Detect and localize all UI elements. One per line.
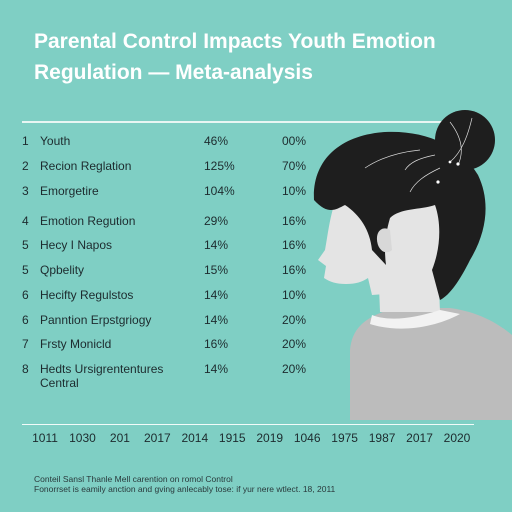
ear-shape	[376, 228, 392, 253]
row-value-2: 20%	[282, 362, 307, 376]
x-tick-label: 1030	[69, 431, 96, 445]
x-tick-label: 2017	[406, 431, 433, 445]
head-silhouette-illustration	[313, 110, 512, 420]
row-rank: 5	[22, 238, 29, 252]
row-label: Hecifty Regulstos	[40, 288, 134, 302]
row-label: Emorgetire	[40, 184, 99, 198]
row-value-1: 16%	[204, 337, 229, 351]
row-rank: 8	[22, 362, 29, 376]
table-row: 8 Hedts Ursigrententures Central 14% 20%	[0, 362, 512, 390]
row-value-2: 20%	[282, 313, 307, 327]
row-rank: 7	[22, 337, 29, 351]
row-label: Hecy I Napos	[40, 238, 113, 252]
hair-strand	[449, 121, 462, 166]
title-divider	[22, 121, 474, 123]
footnote: Conteil Sansl Thanle Mell carention on r…	[34, 474, 474, 494]
hair-strand	[409, 167, 441, 193]
table-row: 6 Panntion Erpstgriogy 14% 20%	[0, 313, 512, 333]
row-label: Hedts Ursigrententures Central	[40, 362, 164, 390]
hair-strand	[449, 117, 473, 163]
x-tick-label: 2014	[181, 431, 209, 445]
x-tick-label: 1011	[32, 431, 58, 445]
collar-shape	[370, 310, 460, 329]
table-row: 7 Frsty Monicld 16% 20%	[0, 337, 512, 357]
hair-strand	[404, 154, 436, 171]
row-value-2: 16%	[282, 214, 307, 228]
row-label: Emotion Regution	[40, 214, 136, 228]
row-label: Youth	[40, 134, 71, 148]
x-tick-label: 1987	[368, 431, 396, 445]
row-value-1: 14%	[204, 362, 229, 376]
row-value-1: 29%	[204, 214, 229, 228]
shirt-shape	[350, 308, 512, 420]
row-rank: 4	[22, 214, 29, 228]
row-value-1: 14%	[204, 288, 229, 302]
row-value-1: 46%	[204, 134, 229, 148]
row-value-2: 16%	[282, 238, 307, 252]
row-rank: 2	[22, 159, 29, 173]
x-tick-label: 201	[109, 431, 130, 445]
chart-title: Parental Control Impacts Youth Emotion R…	[34, 30, 436, 84]
row-label: Recion Reglation	[40, 159, 132, 173]
table-row: 3 Emorgetire 104% 10%	[0, 184, 512, 204]
hair-highlight-dot	[456, 162, 460, 166]
table-row: 2 Recion Reglation 125% 70%	[0, 159, 512, 179]
row-value-2: 20%	[282, 337, 307, 351]
row-value-2: 16%	[282, 263, 307, 277]
table-row: 5 Qpbelity 15% 16%	[0, 263, 512, 283]
row-value-1: 14%	[204, 238, 229, 252]
row-rank: 1	[22, 134, 29, 148]
row-label: Frsty Monicld	[40, 337, 112, 351]
row-rank: 6	[22, 313, 29, 327]
row-value-2: 10%	[282, 184, 307, 198]
x-tick-label: 1975	[331, 431, 358, 445]
row-label: Panntion Erpstgriogy	[40, 313, 152, 327]
row-value-1: 15%	[204, 263, 229, 277]
x-tick-label: 1046	[293, 431, 321, 445]
footnote-line: Conteil Sansl Thanle Mell carention on r…	[34, 474, 233, 484]
footnote-line: Fonorrset is eamily anction and gving an…	[34, 484, 336, 494]
hair-strand	[364, 149, 421, 169]
hair-highlight-dot	[448, 160, 452, 164]
x-tick-label: 2017	[144, 431, 171, 445]
x-tick-label: 1915	[218, 431, 246, 445]
table-row: 4 Emotion Regution 29% 16%	[0, 214, 512, 234]
row-value-2: 10%	[282, 288, 307, 302]
row-value-2: 00%	[282, 134, 307, 148]
table-row: 5 Hecy I Napos 14% 16%	[0, 238, 512, 258]
row-rank: 5	[22, 263, 29, 277]
row-value-1: 14%	[204, 313, 229, 327]
row-value-2: 70%	[282, 159, 307, 173]
row-value-1: 104%	[204, 184, 235, 198]
hair-shape	[313, 131, 486, 300]
x-tick-label: 2020	[443, 431, 471, 445]
row-value-1: 125%	[204, 159, 235, 173]
table-row: 1 Youth 46% 00%	[0, 134, 512, 154]
x-axis-line	[22, 424, 474, 425]
x-tick-label: 2019	[256, 431, 284, 445]
row-rank: 3	[22, 184, 29, 198]
hair-highlight-dot	[436, 180, 440, 184]
table-row: 6 Hecifty Regulstos 14% 10%	[0, 288, 512, 308]
row-rank: 6	[22, 288, 29, 302]
row-label: Qpbelity	[40, 263, 85, 277]
